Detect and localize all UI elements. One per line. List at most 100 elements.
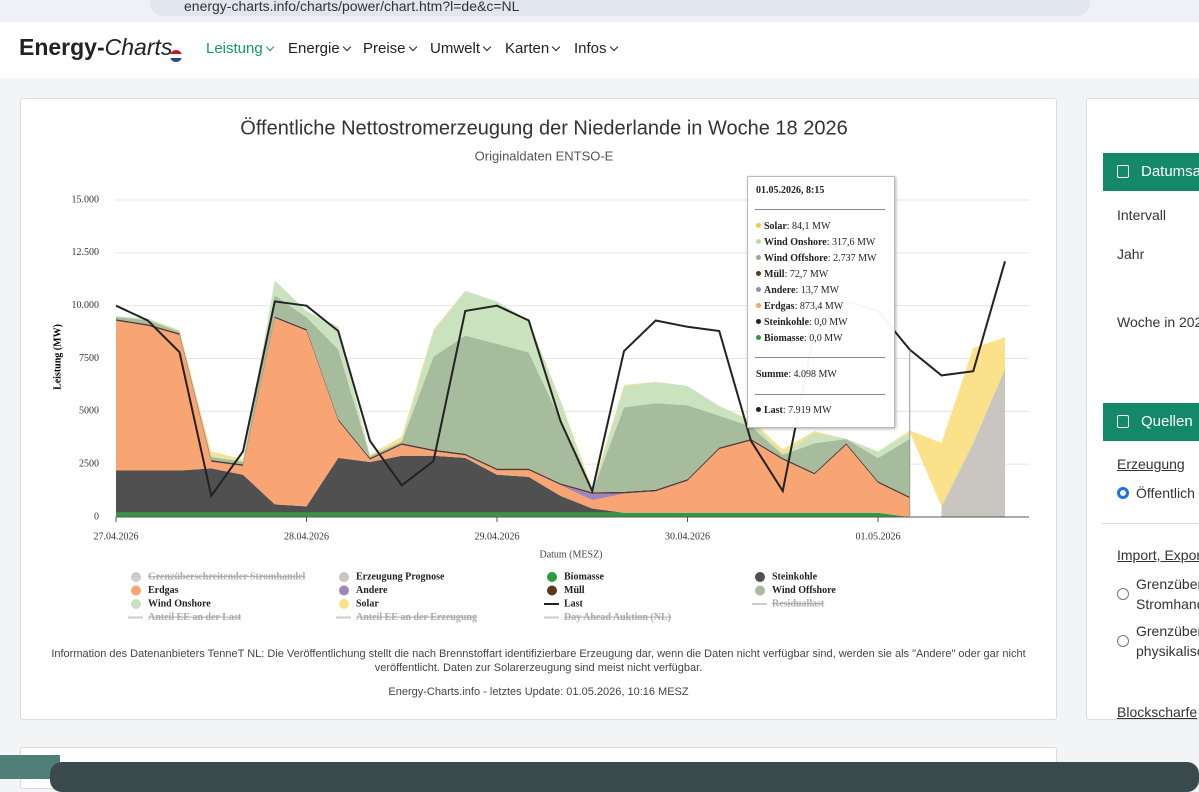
tooltip-name: Erdgas bbox=[764, 301, 795, 312]
radio-label[interactable]: Öffentlich bbox=[1136, 485, 1195, 501]
radio-label[interactable]: Grenzüber bbox=[1136, 623, 1199, 639]
legend-label: Erdgas bbox=[148, 585, 179, 596]
section-link[interactable]: Import, Expor bbox=[1117, 547, 1199, 563]
legend-label: Steinkohle bbox=[772, 571, 818, 582]
logo-italic: Charts bbox=[104, 34, 173, 60]
legend-label: Wind Onshore bbox=[148, 598, 211, 609]
section-link[interactable]: Erzeugung bbox=[1117, 456, 1185, 472]
tooltip-value: : 873,4 MW bbox=[794, 301, 844, 312]
legend-symbol bbox=[339, 599, 349, 609]
legend-item[interactable]: Erdgas bbox=[131, 585, 179, 596]
legend-item[interactable]: Wind Offshore bbox=[755, 585, 836, 596]
legend-label: Residuallast bbox=[772, 598, 825, 609]
legend-label: Andere bbox=[356, 585, 388, 596]
legend-label: Grenzüberschreitender Stromhandel bbox=[148, 571, 306, 582]
tooltip-dot bbox=[756, 319, 761, 324]
chart-title: Öffentliche Nettostromerzeugung der Nied… bbox=[240, 117, 847, 139]
tooltip-name: Steinkohle bbox=[764, 317, 810, 328]
divider bbox=[1102, 523, 1199, 524]
plot-area bbox=[115, 261, 1006, 517]
legend-symbol bbox=[131, 572, 141, 582]
field-label: Intervall bbox=[1117, 207, 1167, 223]
legend-label: Biomasse bbox=[564, 571, 605, 582]
tooltip-dot bbox=[756, 303, 761, 308]
area bbox=[116, 280, 910, 492]
tooltip-value: : 0,0 MW bbox=[809, 317, 848, 328]
chart-subtitle: Originaldaten ENTSO-E bbox=[475, 148, 614, 163]
address-bar[interactable]: energy-charts.info/charts/power/chart.ht… bbox=[150, 0, 1090, 16]
site-header: Energy-Charts Leistung Energie Preise Um… bbox=[0, 22, 1199, 78]
legend-item[interactable]: Solar bbox=[339, 598, 379, 609]
x-tick-label: 30.04.2026 bbox=[665, 531, 710, 542]
menu-item[interactable]: Umwelt bbox=[430, 40, 490, 57]
radio-label[interactable]: physikalisc bbox=[1136, 643, 1199, 659]
panel-header[interactable]: Datumsa bbox=[1103, 153, 1199, 191]
panel-header[interactable]: Quellen bbox=[1103, 403, 1199, 441]
tooltip-name: Summe bbox=[756, 369, 789, 380]
legend-label: Müll bbox=[564, 585, 585, 596]
legend-item[interactable]: Steinkohle bbox=[755, 571, 818, 582]
x-tick-label: 27.04.2026 bbox=[94, 531, 139, 542]
legend-item[interactable]: Biomasse bbox=[547, 571, 605, 582]
radio[interactable] bbox=[1117, 588, 1129, 600]
section-link[interactable]: Blockscharfe bbox=[1117, 704, 1198, 720]
legend-symbol bbox=[131, 585, 141, 596]
legend-symbol bbox=[755, 585, 765, 596]
legend-item[interactable]: Day Ahead Auktion (NL) bbox=[544, 612, 671, 623]
legend-item[interactable]: Anteil EE an der Erzeugung bbox=[336, 612, 477, 623]
legend-symbol bbox=[131, 599, 141, 609]
tooltip-dot bbox=[756, 287, 761, 292]
tooltip-name: Last bbox=[764, 405, 783, 416]
tooltip-row: Müll: 72,7 MW bbox=[756, 269, 828, 280]
menu-item[interactable]: Preise bbox=[363, 40, 416, 57]
tooltip-value: : 317,6 MW bbox=[826, 237, 876, 248]
legend-item[interactable]: Andere bbox=[339, 585, 388, 596]
menu-item[interactable]: Karten bbox=[505, 40, 559, 57]
menu-item[interactable]: Energie bbox=[288, 40, 350, 57]
tooltip-row: Andere: 13,7 MW bbox=[756, 285, 839, 296]
legend-item[interactable]: Grenzüberschreitender Stromhandel bbox=[131, 571, 306, 582]
legend-item[interactable]: Residuallast bbox=[752, 598, 825, 609]
x-tick-label: 01.05.2026 bbox=[856, 531, 901, 542]
legend-item[interactable]: Müll bbox=[547, 585, 585, 596]
x-tick-label: 28.04.2026 bbox=[284, 531, 329, 542]
logo-bold: Energy- bbox=[19, 34, 105, 60]
legend-item[interactable]: Erzeugung Prognose bbox=[339, 571, 445, 582]
radio[interactable] bbox=[1117, 635, 1129, 647]
data-note: Information des Datenanbieters TenneT NL… bbox=[51, 648, 1026, 674]
radio[interactable] bbox=[1117, 487, 1129, 499]
legend-item[interactable]: Last bbox=[544, 598, 584, 609]
radio-label[interactable]: Grenzüber bbox=[1136, 576, 1199, 592]
tooltip-row: Steinkohle: 0,0 MW bbox=[756, 317, 848, 328]
legend-label: Last bbox=[564, 598, 584, 609]
legend-label: Erzeugung Prognose bbox=[356, 571, 445, 582]
tooltip-dot bbox=[756, 271, 761, 276]
legend-item[interactable]: Anteil EE an der Last bbox=[128, 612, 242, 623]
area bbox=[116, 280, 1005, 507]
tooltip-value: : 84,1 MW bbox=[786, 221, 831, 232]
url-text: energy-charts.info/charts/power/chart.ht… bbox=[184, 0, 520, 14]
tooltip-dot bbox=[756, 239, 761, 244]
radio-label[interactable]: Stromhand bbox=[1136, 596, 1199, 612]
menu-item[interactable]: Infos bbox=[574, 40, 617, 57]
browser-bar: energy-charts.info/charts/power/chart.ht… bbox=[0, 0, 1199, 22]
area bbox=[116, 455, 910, 517]
tooltip-row: Erdgas: 873,4 MW bbox=[756, 301, 843, 312]
chart: Öffentliche Nettostromerzeugung der Nied… bbox=[52, 117, 1029, 623]
tooltip-name: Andere bbox=[764, 285, 796, 296]
panel-title: Datumsa bbox=[1141, 163, 1199, 180]
menu-item[interactable]: Leistung bbox=[206, 40, 273, 57]
area bbox=[116, 512, 910, 517]
y-axis-label: Leistung (MW) bbox=[52, 324, 63, 390]
tooltip-value: : 0,0 MW bbox=[804, 333, 843, 344]
tooltip-name: Wind Onshore bbox=[764, 237, 827, 248]
y-tick-label: 2500 bbox=[79, 458, 99, 469]
logo[interactable]: Energy-Charts bbox=[19, 34, 172, 61]
legend-symbol bbox=[755, 572, 765, 582]
tooltip-dot bbox=[756, 223, 761, 228]
legend-item[interactable]: Wind Onshore bbox=[131, 598, 211, 609]
x-tick-label: 29.04.2026 bbox=[475, 531, 520, 542]
y-tick-label: 12.500 bbox=[72, 247, 100, 258]
tooltip-name: Müll bbox=[764, 269, 785, 280]
